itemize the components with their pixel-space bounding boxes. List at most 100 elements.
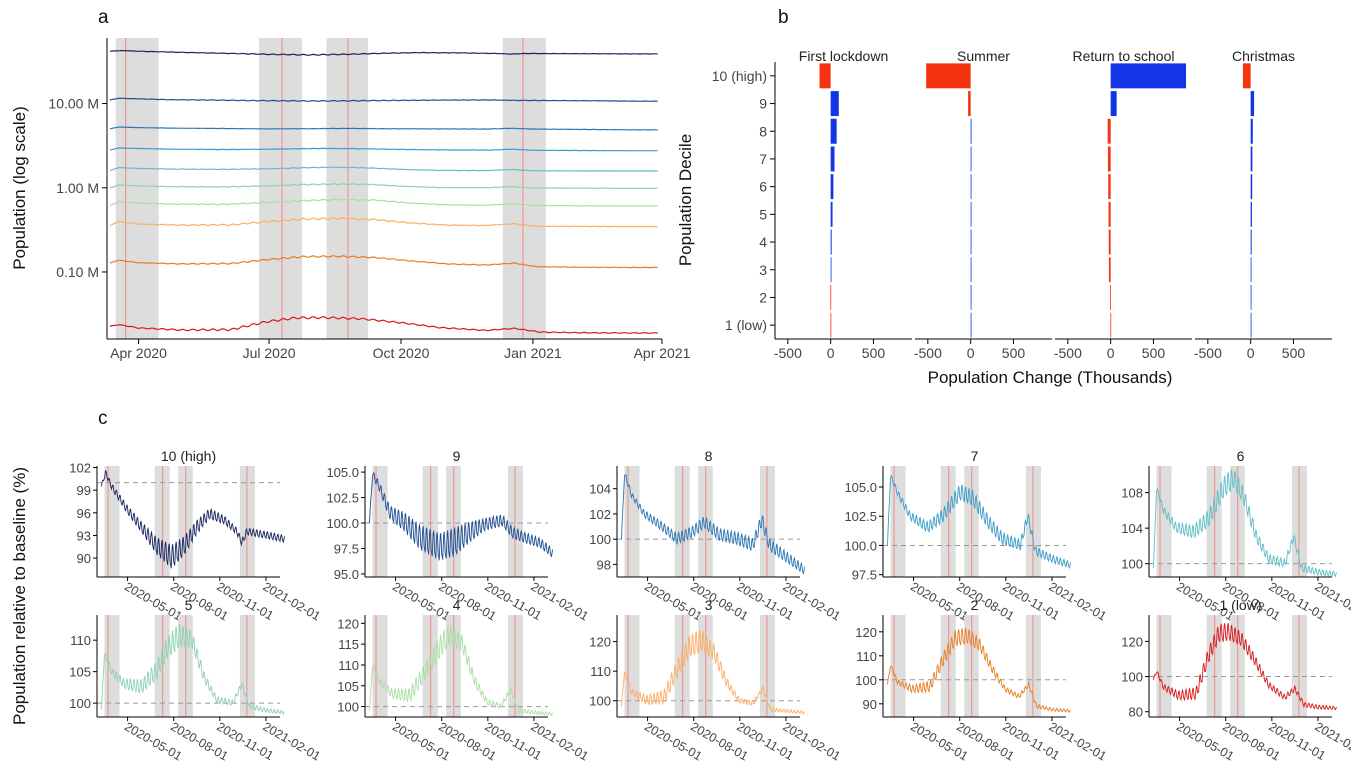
panel-c-y-tick-label: 105.0 xyxy=(326,465,359,480)
panel-c-y-tick-label: 105 xyxy=(337,679,359,694)
panel-b-x-tick-label: 500 xyxy=(1282,345,1306,361)
panel-b-bar xyxy=(970,118,972,144)
panel-c-y-tick-label: 105.0 xyxy=(844,480,877,495)
panel-b-bar xyxy=(1250,312,1252,338)
panel-b-bar xyxy=(830,118,837,144)
panel-c-y-tick-label: 110 xyxy=(590,664,611,679)
panel-b-facet-title: Return to school xyxy=(1073,48,1175,64)
panel-c-event-band xyxy=(1025,615,1041,717)
panel-c-facet-title: 6 xyxy=(1237,448,1245,464)
panel-c-y-tick-label: 90 xyxy=(77,551,91,566)
panel-b-y-tick-label: 2 xyxy=(759,289,767,305)
panel-a-y-tick-label: 0.10 M xyxy=(56,264,99,280)
panel-b-bar xyxy=(1250,284,1252,310)
panel-b-bar xyxy=(1250,174,1253,200)
panel-b-x-tick-label: 0 xyxy=(827,345,835,361)
panel-c-series-decile-5 xyxy=(101,624,285,715)
panel-c-y-tick-label: 99 xyxy=(77,483,91,498)
panel-b-facet-title: Christmas xyxy=(1232,48,1295,64)
panel-b-y-tick-label: 1 (low) xyxy=(725,317,767,333)
panel-b-bar xyxy=(1250,229,1252,255)
panel-b-bar xyxy=(1250,91,1255,117)
panel-b-bar xyxy=(970,201,972,227)
panel-c-y-tick-label: 104 xyxy=(589,482,611,497)
panel-b-bar xyxy=(1108,201,1111,227)
panel-c-event-band xyxy=(1291,615,1307,717)
panel-c-y-tick-label: 96 xyxy=(77,506,91,521)
panel-b-bar xyxy=(1108,257,1111,283)
panel-c-y-tick-label: 120 xyxy=(589,635,611,650)
panel-c-event-band xyxy=(422,466,438,577)
panel-a-event-band xyxy=(259,38,303,339)
panel-b-facet-title: First lockdown xyxy=(799,48,888,64)
panel-c-event-band xyxy=(372,466,388,577)
panel-c-facet-title: 4 xyxy=(453,597,461,613)
panel-a-population-chart: 0.10 M 1.00 M 10.00 M Apr 2020 Jul 2020 Oct 2… xyxy=(48,38,691,361)
panel-c-y-tick-label: 80 xyxy=(1129,705,1143,720)
panel-b-x-tick-label: -500 xyxy=(774,345,802,361)
panel-c-event-band xyxy=(507,466,523,577)
panel-c-series-decile-6 xyxy=(1153,469,1337,578)
panel-c-series-decile-9 xyxy=(369,472,553,561)
panel-c-event-band xyxy=(1156,615,1172,717)
panel-b-facet-title: Summer xyxy=(957,48,1010,64)
panel-c-y-tick-label: 100 xyxy=(1121,670,1143,685)
panel-c-facet-title: 8 xyxy=(705,448,713,464)
panel-c-y-tick-label: 100 xyxy=(337,700,359,715)
panel-c-y-tick-label: 120 xyxy=(1121,634,1143,649)
panel-b-bar xyxy=(1250,257,1252,283)
panel-c-y-tick-label: 100.0 xyxy=(844,538,877,553)
panel-b-bar xyxy=(1110,312,1112,338)
panel-a-series-decile-10 xyxy=(109,49,658,56)
panel-c-event-band xyxy=(1206,615,1222,717)
panel-c-y-tick-label: 108 xyxy=(1121,486,1143,501)
panel-a-y-axis-title: Population (log scale) xyxy=(10,106,29,269)
panel-c-y-tick-label: 100 xyxy=(855,673,877,688)
panel-a-x-tick-label: Jul 2020 xyxy=(243,345,296,361)
panel-c-facet-title: 9 xyxy=(453,448,461,464)
panel-a-y-tick-label: 10.00 M xyxy=(48,96,99,112)
panel-a-x-tick-label: Jan 2021 xyxy=(504,345,562,361)
panel-c-y-tick-label: 97.5 xyxy=(334,541,359,556)
panel-b-y-tick-label: 5 xyxy=(759,206,767,222)
panel-c-event-band xyxy=(422,615,438,717)
panel-b-bar xyxy=(970,312,972,338)
panel-b-x-tick-label: 0 xyxy=(1247,345,1255,361)
panel-a-series-decile-8 xyxy=(109,126,658,131)
panel-a-series-decile-4 xyxy=(109,198,658,207)
panel-a-x-tick-label: Apr 2021 xyxy=(634,345,691,361)
panel-b-bar xyxy=(1110,284,1111,310)
panel-b-x-axis-title: Population Change (Thousands) xyxy=(928,368,1173,387)
panel-b-population-change-chart: 1 (low) 2 3 4 5 6 7 8 9 10 (high) First lockdown -5… xyxy=(712,48,1332,361)
panel-c-series-decile-3 xyxy=(621,630,805,715)
panel-c-facet-title: 1 (low) xyxy=(1219,597,1261,613)
panel-c-y-tick-label: 102 xyxy=(69,461,91,476)
panel-c-series-decile-4 xyxy=(369,625,553,716)
panel-b-x-tick-label: -500 xyxy=(914,345,942,361)
panel-c-event-band xyxy=(890,615,906,717)
panel-b-bar xyxy=(970,284,972,310)
panel-b-bar xyxy=(970,229,972,255)
panel-b-y-tick-label: 3 xyxy=(759,262,767,278)
panel-c-event-band xyxy=(1291,466,1307,577)
panel-c-y-tick-label: 104 xyxy=(1121,521,1143,536)
panel-a-event-band xyxy=(115,38,159,339)
panel-a-event-band xyxy=(326,38,369,339)
panel-b-bar xyxy=(968,91,971,117)
panel-c-y-tick-label: 100 xyxy=(69,696,91,711)
panel-c-event-band xyxy=(624,615,640,717)
panel-c-event-band xyxy=(674,466,690,577)
panel-c-y-tick-label: 90 xyxy=(863,697,877,712)
panel-c-y-tick-label: 98 xyxy=(597,557,611,572)
panel-a-series-decile-7 xyxy=(109,147,658,152)
panel-c-event-band xyxy=(1206,466,1222,577)
panel-c-y-tick-label: 110 xyxy=(70,633,91,648)
panel-a-series-decile-2 xyxy=(109,255,658,269)
panel-c-facet-title: 7 xyxy=(971,448,979,464)
panel-c-y-tick-label: 95.0 xyxy=(334,567,359,582)
panel-b-x-tick-label: 500 xyxy=(1002,345,1026,361)
panel-c-y-tick-label: 100 xyxy=(589,694,611,709)
panel-c-y-tick-label: 102.5 xyxy=(844,509,877,524)
panel-b-x-tick-label: 0 xyxy=(967,345,975,361)
panel-c-y-tick-label: 97.5 xyxy=(852,568,877,583)
